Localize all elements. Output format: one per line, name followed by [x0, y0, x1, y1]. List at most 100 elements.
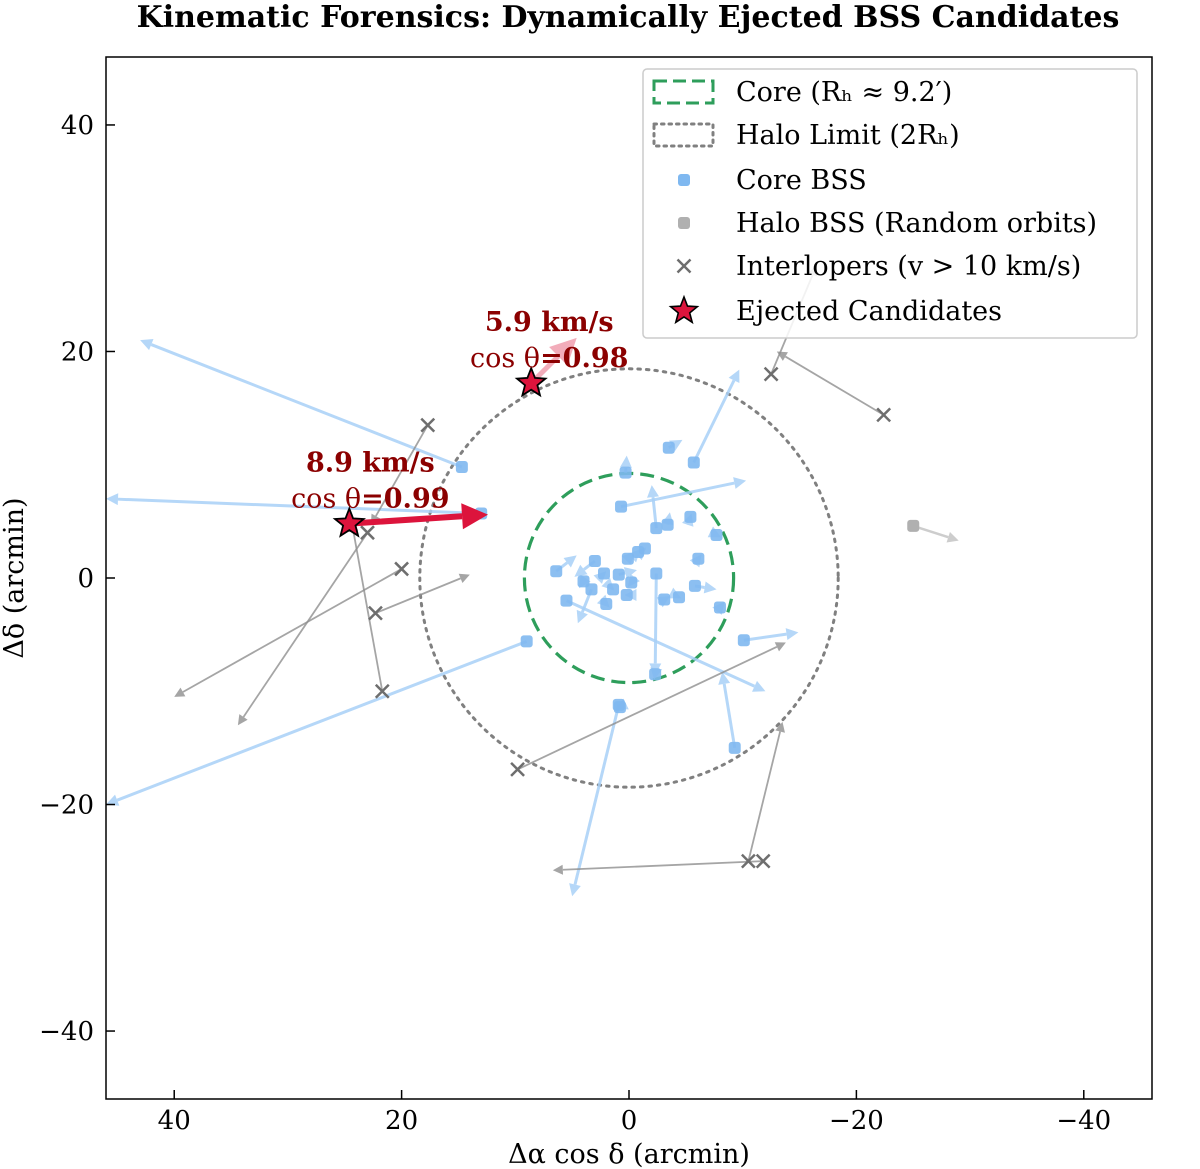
core-bss-point — [673, 591, 686, 604]
core-bss-point — [615, 500, 628, 513]
core-bss-point — [455, 461, 468, 474]
y-tick-label: 40 — [61, 111, 94, 141]
core-bss-point — [710, 528, 723, 541]
legend-label: Ejected Candidates — [736, 296, 1002, 327]
core-bss-velocity-arrow — [620, 477, 747, 509]
core-bss-point — [684, 510, 697, 523]
core-bss-point — [658, 593, 671, 606]
core-bss-velocity-arrow — [647, 485, 659, 529]
halo-limit-circle — [418, 367, 840, 789]
core-bss-point — [737, 634, 750, 647]
x-tick-label: −20 — [829, 1106, 884, 1136]
legend-halo-bss-swatch — [678, 217, 690, 229]
x-tick-label: 0 — [621, 1106, 638, 1136]
core-bss-point — [607, 583, 620, 596]
core-bss-point — [621, 552, 634, 565]
interloper-point — [360, 525, 375, 541]
interloper-point — [420, 417, 436, 433]
legend-label: Halo BSS (Random orbits) — [736, 208, 1097, 239]
core-bss-velocity-arrow — [692, 369, 740, 464]
interloper-velocity-arrow — [348, 521, 384, 692]
chart-title: Kinematic Forensics: Dynamically Ejected… — [137, 0, 1120, 35]
interloper-point — [394, 561, 409, 577]
y-tick-label: 20 — [61, 337, 94, 367]
core-bss-velocity-arrow — [106, 493, 482, 515]
legend-halo-swatch — [652, 122, 715, 148]
x-tick-label: 20 — [385, 1106, 418, 1136]
core-bss-velocity-arrow — [743, 628, 799, 642]
core-bss-velocity-arrow — [718, 672, 737, 749]
halo-bss-point — [907, 519, 920, 532]
interloper-velocity-arrow — [747, 721, 785, 862]
interloper-velocity-arrow — [776, 351, 885, 416]
core-bss-point — [650, 522, 663, 535]
core-bss-point — [585, 583, 598, 596]
legend-item-core_bss: Core BSS — [678, 165, 867, 196]
interloper-velocity-arrow — [237, 532, 369, 726]
core-bss-point — [612, 568, 625, 581]
legend-interloper-swatch — [676, 258, 692, 274]
x-tick-label: 40 — [158, 1106, 191, 1136]
core-bss-point — [687, 456, 700, 469]
core-bss-point — [688, 579, 701, 592]
ejected-speed-label: 8.9 km/s — [306, 448, 435, 479]
ejected-cos-label: cos θ=0.99 — [291, 484, 449, 515]
legend-item-interlopers: Interlopers (v > 10 km/s) — [676, 251, 1081, 282]
core-bss-point — [620, 588, 633, 601]
core-bss-velocity-arrow — [649, 573, 662, 676]
interloper-point — [368, 605, 383, 621]
y-tick-label: 0 — [77, 564, 94, 594]
interloper-point — [763, 366, 779, 382]
interloper-velocity-arrow — [375, 573, 470, 614]
core-bss-point — [728, 741, 741, 754]
core-bss-point — [619, 466, 632, 479]
core-bss-point — [632, 545, 645, 558]
core-bss-point — [625, 576, 638, 589]
x-axis-label: Δα cos δ (arcmin) — [508, 1139, 750, 1169]
ejected-speed-label: 5.9 km/s — [485, 307, 614, 338]
legend-label: Interlopers (v > 10 km/s) — [736, 251, 1081, 282]
legend: Core (Rₕ ≈ 9.2′) Halo Limit (2Rₕ) Core BSS… — [642, 68, 1138, 339]
core-bss-point — [649, 668, 662, 681]
legend-item-halo_bss: Halo BSS (Random orbits) — [678, 208, 1097, 239]
interloper-point — [510, 762, 525, 777]
core-bss-velocity-arrow — [140, 338, 463, 469]
interloper-velocity-arrow — [517, 642, 786, 771]
legend-item-core: Core (Rₕ ≈ 9.2′) — [652, 77, 952, 108]
interloper-velocity-arrow — [174, 568, 403, 697]
legend-item-halo: Halo Limit (2Rₕ) — [652, 120, 960, 151]
core-bss-velocity-arrow — [106, 640, 528, 806]
y-axis-label: Δδ (arcmin) — [0, 497, 30, 658]
core-bss-point — [600, 598, 613, 611]
core-bss-point — [560, 594, 573, 607]
interloper-point — [876, 407, 892, 423]
y-tick-label: −40 — [39, 1017, 94, 1047]
halo-bss-velocity-arrow — [912, 524, 959, 543]
core-bss-point — [613, 701, 626, 714]
interloper-point — [755, 853, 771, 869]
ejected-candidate-star — [332, 506, 366, 538]
legend-frame — [642, 68, 1138, 339]
legend-item-ejected: Ejected Candidates — [668, 294, 1002, 327]
interloper-point — [374, 683, 390, 699]
core-bss-point — [692, 552, 705, 565]
core-bss-point — [588, 555, 601, 568]
interloper-point — [740, 853, 756, 869]
ejected-velocity-arrow — [349, 503, 489, 530]
legend-core-swatch — [652, 79, 715, 105]
core-bss-point — [597, 567, 610, 580]
core-bss-point — [661, 518, 674, 531]
legend-label: Core BSS — [736, 165, 867, 196]
core-bss-point — [550, 565, 563, 578]
legend-label: Halo Limit (2Rₕ) — [736, 120, 960, 151]
core-bss-point — [520, 635, 533, 648]
y-tick-label: −20 — [39, 791, 94, 821]
core-bss-point — [662, 441, 675, 454]
legend-label: Core (Rₕ ≈ 9.2′) — [736, 77, 952, 108]
core-bss-point — [650, 567, 663, 580]
core-bss-velocity-arrow — [569, 704, 621, 897]
ejected-candidate-star — [514, 365, 548, 398]
core-bss-point — [713, 601, 726, 614]
ejected-cos-label: cos θ=0.98 — [470, 343, 628, 374]
